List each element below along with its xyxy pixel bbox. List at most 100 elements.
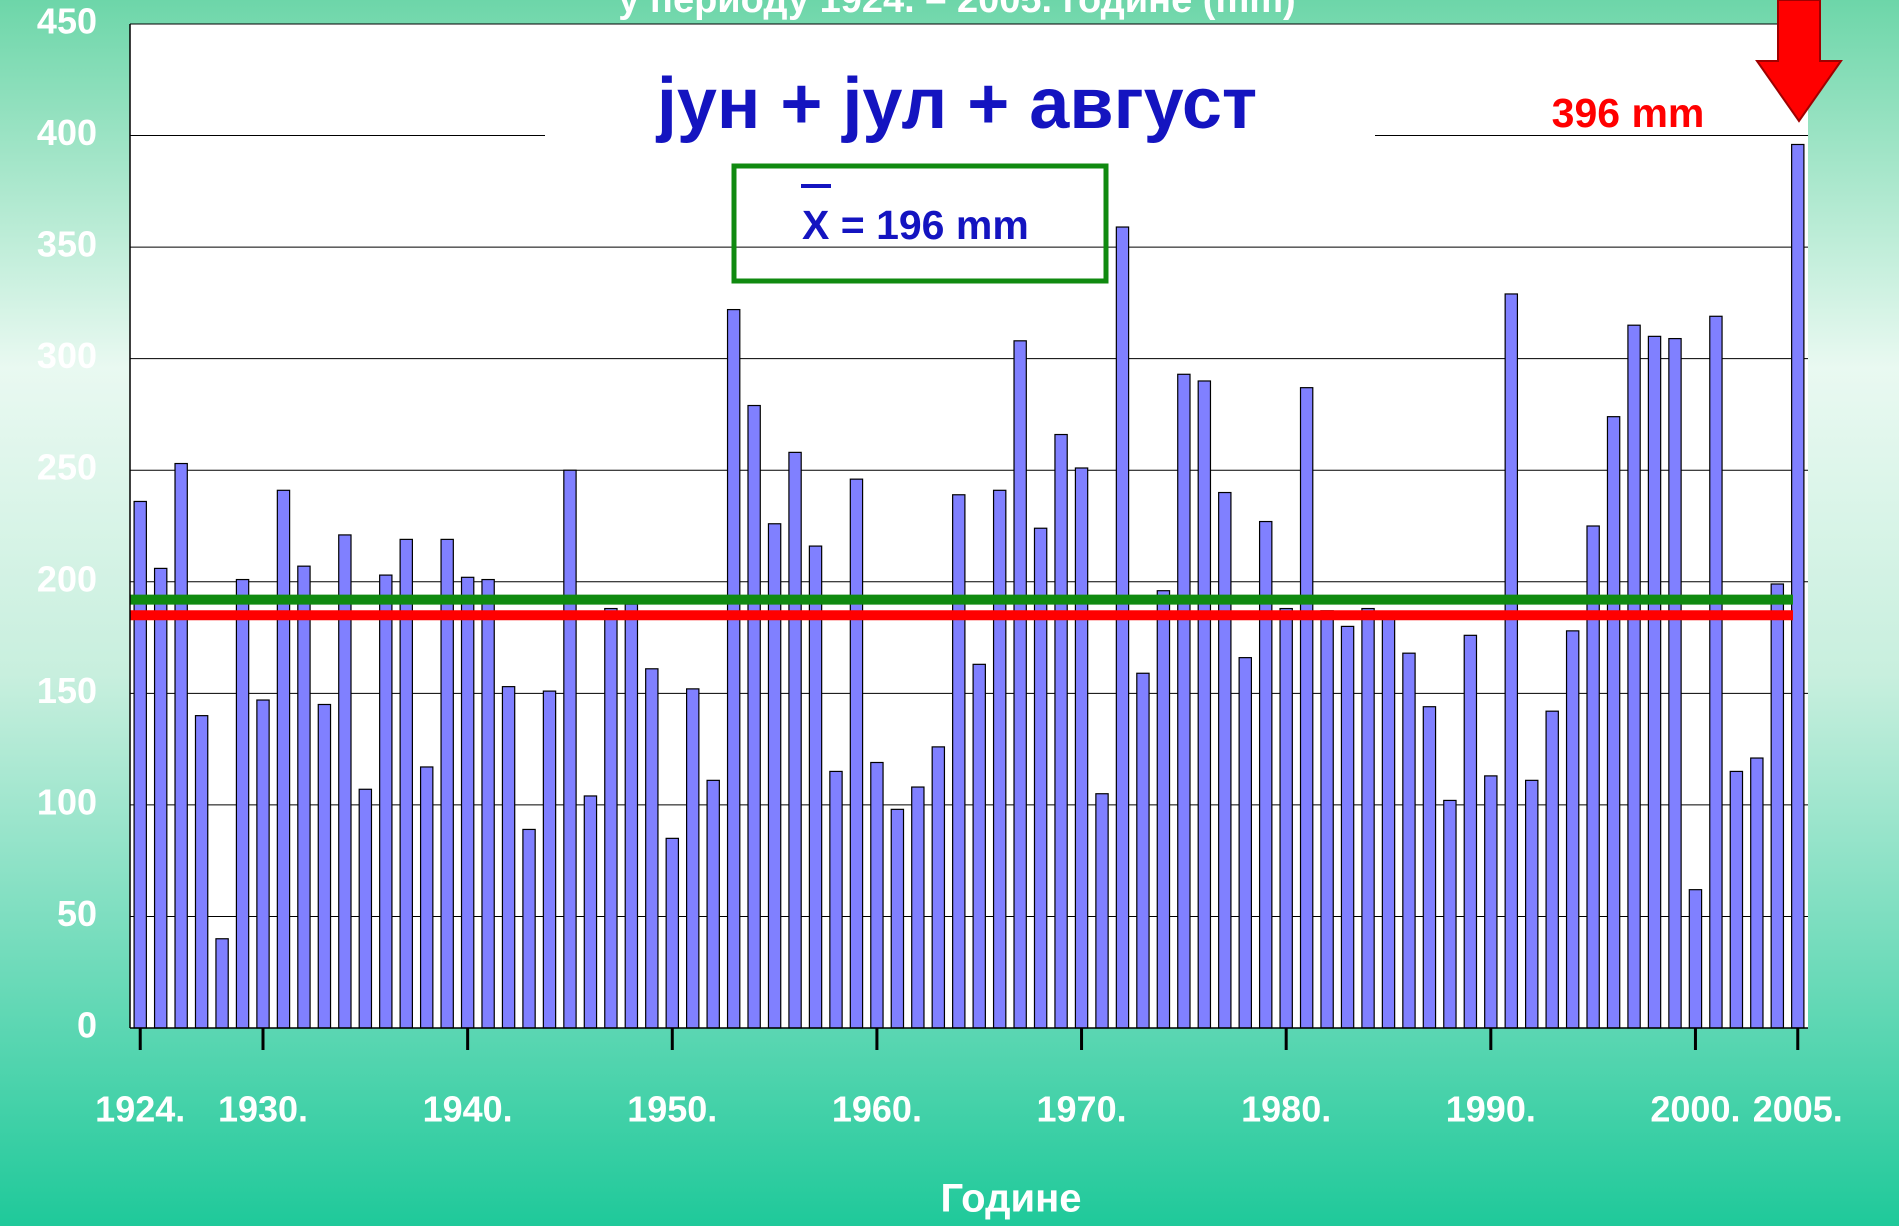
bar xyxy=(706,779,720,1029)
bar xyxy=(358,788,373,1029)
bar xyxy=(849,478,864,1029)
x-tick-label: 1924. xyxy=(95,1089,185,1130)
bar xyxy=(481,578,495,1029)
bar xyxy=(1422,706,1437,1029)
mean-box xyxy=(731,163,1109,284)
bar xyxy=(153,567,168,1029)
x-tick-label: 1970. xyxy=(1037,1089,1127,1130)
y-tick-label: 150 xyxy=(37,670,97,711)
bar xyxy=(1402,652,1416,1029)
x-tick-label: 1990. xyxy=(1446,1089,1536,1130)
bar xyxy=(1484,775,1498,1029)
bar xyxy=(460,576,475,1029)
x-tick-label: 2000. xyxy=(1650,1089,1740,1130)
bar xyxy=(1340,625,1355,1029)
bar xyxy=(1729,770,1744,1029)
bar xyxy=(1197,380,1212,1029)
bar xyxy=(1545,710,1559,1029)
bar xyxy=(1770,583,1785,1029)
bar xyxy=(583,795,598,1029)
bar xyxy=(317,703,332,1029)
bar xyxy=(542,690,557,1029)
bar xyxy=(276,489,291,1029)
bar xyxy=(194,715,209,1029)
bar xyxy=(1320,610,1334,1029)
bar xyxy=(686,688,700,1029)
bar xyxy=(133,500,147,1029)
bar xyxy=(1627,324,1641,1029)
bar xyxy=(1136,672,1150,1029)
y-tick-label: 300 xyxy=(37,335,97,376)
bar xyxy=(1115,226,1130,1029)
y-tick-label: 450 xyxy=(37,1,97,42)
bar xyxy=(1054,433,1068,1029)
bar xyxy=(1750,757,1764,1029)
bar xyxy=(1709,315,1723,1029)
bar xyxy=(563,469,577,1029)
bar xyxy=(297,565,311,1029)
mean-annotation: X = 196 mm xyxy=(802,202,1029,248)
bar xyxy=(1238,657,1252,1029)
bar xyxy=(972,663,986,1029)
max-annotation: 396 mm xyxy=(1552,90,1705,136)
bar xyxy=(1791,143,1805,1029)
bar xyxy=(256,699,270,1029)
bar xyxy=(1443,799,1457,1029)
bar xyxy=(1381,612,1396,1029)
x-tick-label: 1980. xyxy=(1241,1089,1331,1130)
bar xyxy=(1177,373,1191,1029)
max-arrow xyxy=(1755,0,1843,123)
bar xyxy=(1668,337,1682,1029)
x-tick-label: 1940. xyxy=(423,1089,513,1130)
bar xyxy=(1504,293,1519,1029)
bar xyxy=(870,761,884,1029)
bar xyxy=(624,603,639,1029)
chart-title: у периоду 1924. – 2005. године (mm) xyxy=(618,0,1295,21)
y-tick-label: 50 xyxy=(57,893,97,934)
x-tick-label: 2005. xyxy=(1753,1089,1843,1130)
bar xyxy=(931,746,946,1029)
subtitle: јун + јул + август xyxy=(655,64,1257,144)
bar xyxy=(1565,630,1580,1029)
bar xyxy=(829,770,843,1029)
bar xyxy=(235,578,250,1029)
y-tick-label: 200 xyxy=(37,558,97,599)
bar xyxy=(1463,634,1478,1029)
bar xyxy=(604,607,618,1029)
x-tick-label: 1950. xyxy=(627,1089,717,1130)
bar xyxy=(379,574,393,1029)
bar xyxy=(645,668,659,1029)
bar xyxy=(911,786,925,1029)
reference-lines xyxy=(130,594,1793,621)
y-tick-label: 250 xyxy=(37,447,97,488)
x-tick-label: 1960. xyxy=(832,1089,922,1130)
bar xyxy=(747,404,761,1029)
bar xyxy=(1299,387,1314,1029)
x-tick-label: 1930. xyxy=(218,1089,308,1130)
y-tick-label: 350 xyxy=(37,224,97,265)
bar xyxy=(1095,793,1109,1029)
bar xyxy=(726,308,741,1029)
bar xyxy=(338,534,352,1029)
bar xyxy=(1074,467,1089,1029)
subtitle-background xyxy=(545,70,1375,152)
bar xyxy=(1647,335,1662,1029)
bar xyxy=(1218,491,1232,1029)
bar xyxy=(890,808,905,1029)
bar xyxy=(1361,607,1375,1029)
bar xyxy=(1688,889,1703,1029)
bar xyxy=(1606,416,1621,1029)
bar xyxy=(501,686,516,1029)
bar xyxy=(215,938,229,1029)
bar xyxy=(788,451,802,1029)
bar xyxy=(1525,779,1539,1029)
x-axis-label: Године xyxy=(941,1177,1082,1221)
y-tick-label: 0 xyxy=(77,1005,97,1046)
bar xyxy=(522,828,536,1029)
bar xyxy=(992,489,1007,1029)
bar xyxy=(1013,340,1027,1029)
bar xyxy=(952,494,966,1029)
bar xyxy=(1279,607,1293,1029)
